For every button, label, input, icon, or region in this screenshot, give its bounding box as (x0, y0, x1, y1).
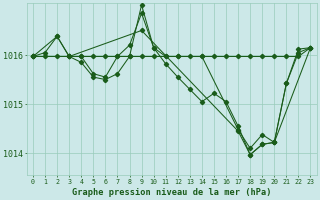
X-axis label: Graphe pression niveau de la mer (hPa): Graphe pression niveau de la mer (hPa) (72, 188, 271, 197)
